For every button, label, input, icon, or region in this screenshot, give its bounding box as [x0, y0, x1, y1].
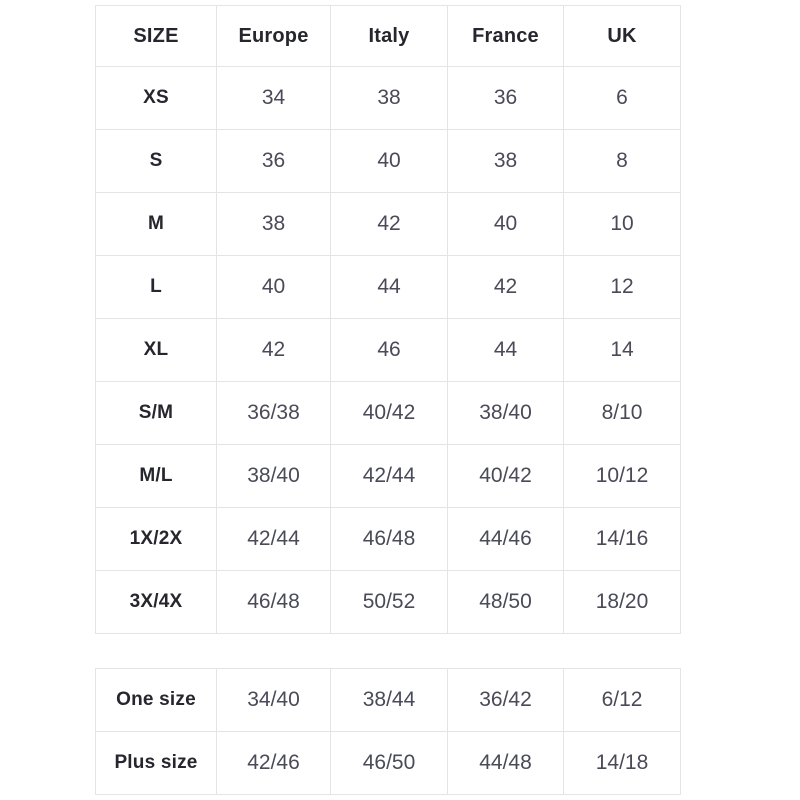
size-value: 36/38 [216, 381, 331, 445]
size-label: S [95, 129, 217, 193]
size-label: XL [95, 318, 217, 382]
header-row: SIZE Europe Italy France UK [95, 5, 681, 67]
size-value: 36/42 [447, 668, 564, 732]
size-value: 8/10 [563, 381, 681, 445]
column-header: SIZE [95, 5, 217, 67]
size-value: 14/18 [563, 731, 681, 795]
size-row: M 38 42 40 10 [95, 192, 681, 256]
size-value: 48/50 [447, 570, 564, 634]
size-label: M/L [95, 444, 217, 508]
size-value: 46/48 [330, 507, 448, 571]
size-value: 44/48 [447, 731, 564, 795]
size-row: 3X/4X 46/48 50/52 48/50 18/20 [95, 570, 681, 634]
size-value: 42 [447, 255, 564, 319]
size-row: M/L 38/40 42/44 40/42 10/12 [95, 444, 681, 508]
size-table-body: XS 34 38 36 6 S 36 40 38 8 M 38 42 40 10 L 40 44 42 12 XL 42 4… [95, 66, 681, 634]
size-value: 46 [330, 318, 448, 382]
column-header: Italy [330, 5, 448, 67]
size-value: 42/44 [330, 444, 448, 508]
column-header: France [447, 5, 564, 67]
size-row: S 36 40 38 8 [95, 129, 681, 193]
size-value: 40 [447, 192, 564, 256]
size-value: 42/44 [216, 507, 331, 571]
size-value: 46/50 [330, 731, 448, 795]
size-value: 6 [563, 66, 681, 130]
size-value: 40/42 [330, 381, 448, 445]
size-value: 38 [447, 129, 564, 193]
column-header: UK [563, 5, 681, 67]
size-value: 10 [563, 192, 681, 256]
size-value: 44/46 [447, 507, 564, 571]
size-value: 38 [216, 192, 331, 256]
size-value: 44 [447, 318, 564, 382]
size-label: M [95, 192, 217, 256]
size-conversion-table: SIZE Europe Italy France UK XS 34 38 36 6 S 36 40 38… [95, 5, 681, 634]
size-row: L 40 44 42 12 [95, 255, 681, 319]
size-row: XS 34 38 36 6 [95, 66, 681, 130]
size-table-header: SIZE Europe Italy France UK [95, 5, 681, 67]
size-value: 40 [330, 129, 448, 193]
size-label: S/M [95, 381, 217, 445]
size-row: S/M 36/38 40/42 38/40 8/10 [95, 381, 681, 445]
size-label: 1X/2X [95, 507, 217, 571]
size-row: One size 34/40 38/44 36/42 6/12 [95, 668, 681, 732]
size-value: 12 [563, 255, 681, 319]
size-value: 42/46 [216, 731, 331, 795]
size-value: 36 [216, 129, 331, 193]
special-sizes-body: One size 34/40 38/44 36/42 6/12 Plus size 42/4… [95, 668, 681, 795]
column-header: Europe [216, 5, 331, 67]
size-row: 1X/2X 42/44 46/48 44/46 14/16 [95, 507, 681, 571]
size-label: 3X/4X [95, 570, 217, 634]
size-label: One size [95, 668, 217, 732]
size-value: 14 [563, 318, 681, 382]
size-value: 50/52 [330, 570, 448, 634]
size-value: 42 [330, 192, 448, 256]
size-row: XL 42 46 44 14 [95, 318, 681, 382]
size-value: 36 [447, 66, 564, 130]
size-value: 34 [216, 66, 331, 130]
size-value: 34/40 [216, 668, 331, 732]
size-row: Plus size 42/46 46/50 44/48 14/18 [95, 731, 681, 795]
special-sizes-table: One size 34/40 38/44 36/42 6/12 Plus size 42/4… [95, 668, 681, 795]
size-value: 38/40 [447, 381, 564, 445]
size-value: 38 [330, 66, 448, 130]
size-value: 42 [216, 318, 331, 382]
size-value: 6/12 [563, 668, 681, 732]
size-value: 40 [216, 255, 331, 319]
size-value: 14/16 [563, 507, 681, 571]
size-value: 44 [330, 255, 448, 319]
size-value: 46/48 [216, 570, 331, 634]
size-value: 10/12 [563, 444, 681, 508]
size-value: 18/20 [563, 570, 681, 634]
size-label: Plus size [95, 731, 217, 795]
size-value: 40/42 [447, 444, 564, 508]
size-value: 38/40 [216, 444, 331, 508]
size-value: 8 [563, 129, 681, 193]
size-label: L [95, 255, 217, 319]
size-label: XS [95, 66, 217, 130]
size-value: 38/44 [330, 668, 448, 732]
